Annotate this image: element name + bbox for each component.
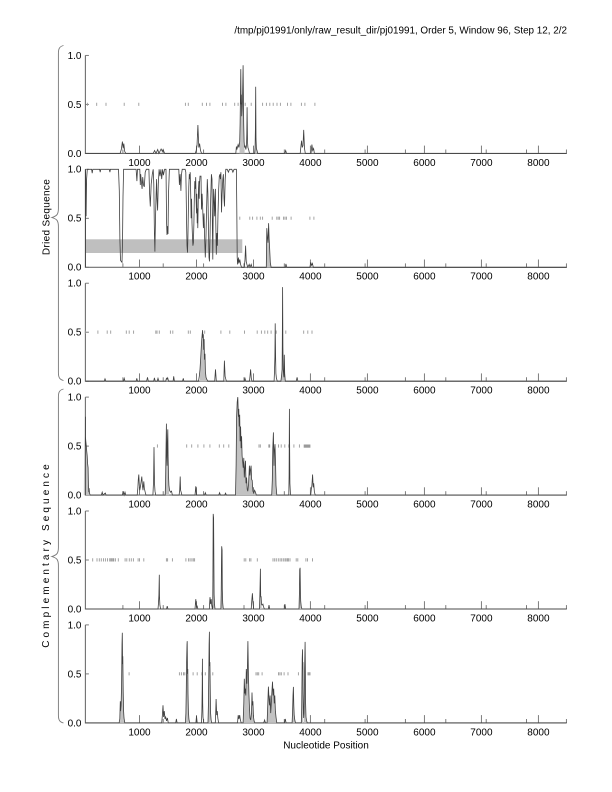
svg-text:7000: 7000 — [470, 386, 493, 397]
svg-text:1000: 1000 — [128, 613, 151, 624]
svg-text:8000: 8000 — [527, 272, 550, 283]
svg-text:4000: 4000 — [299, 386, 322, 397]
svg-text:1000: 1000 — [128, 158, 151, 169]
svg-text:1000: 1000 — [128, 386, 151, 397]
svg-text:8000: 8000 — [527, 158, 550, 169]
svg-text:5000: 5000 — [356, 272, 379, 283]
svg-text:/tmp/pj01991/only/raw_result_d: /tmp/pj01991/only/raw_result_dir/pj01991… — [234, 26, 567, 37]
svg-text:0.5: 0.5 — [68, 555, 82, 566]
svg-text:8000: 8000 — [527, 727, 550, 738]
svg-text:7000: 7000 — [470, 500, 493, 511]
svg-text:6000: 6000 — [413, 500, 436, 511]
svg-text:2000: 2000 — [185, 158, 208, 169]
svg-text:4000: 4000 — [299, 272, 322, 283]
svg-text:1000: 1000 — [128, 727, 151, 738]
svg-text:2000: 2000 — [185, 386, 208, 397]
svg-text:0.0: 0.0 — [68, 377, 82, 388]
svg-text:6000: 6000 — [413, 727, 436, 738]
svg-text:0.5: 0.5 — [68, 214, 82, 225]
svg-text:0.5: 0.5 — [68, 669, 82, 680]
svg-text:1.0: 1.0 — [68, 620, 82, 631]
svg-text:5000: 5000 — [356, 727, 379, 738]
svg-text:3000: 3000 — [242, 158, 265, 169]
svg-text:1.0: 1.0 — [68, 506, 82, 517]
svg-text:0.0: 0.0 — [68, 718, 82, 729]
svg-text:0.5: 0.5 — [68, 328, 82, 339]
svg-text:6000: 6000 — [413, 272, 436, 283]
svg-text:0.5: 0.5 — [68, 442, 82, 453]
svg-text:8000: 8000 — [527, 386, 550, 397]
svg-text:7000: 7000 — [470, 613, 493, 624]
svg-text:1000: 1000 — [128, 500, 151, 511]
svg-text:6000: 6000 — [413, 158, 436, 169]
svg-text:Nucleotide Position: Nucleotide Position — [283, 741, 369, 752]
svg-text:2000: 2000 — [185, 727, 208, 738]
svg-text:Complementary Sequence: Complementary Sequence — [41, 461, 52, 648]
svg-text:4000: 4000 — [299, 158, 322, 169]
svg-text:0.5: 0.5 — [68, 100, 82, 111]
svg-text:1.0: 1.0 — [68, 165, 82, 176]
svg-text:0.0: 0.0 — [68, 491, 82, 502]
svg-text:8000: 8000 — [527, 500, 550, 511]
svg-text:4000: 4000 — [299, 500, 322, 511]
svg-text:1000: 1000 — [128, 272, 151, 283]
svg-text:3000: 3000 — [242, 613, 265, 624]
svg-text:4000: 4000 — [299, 727, 322, 738]
svg-text:3000: 3000 — [242, 727, 265, 738]
svg-text:4000: 4000 — [299, 613, 322, 624]
svg-text:Dried Sequence: Dried Sequence — [42, 179, 53, 255]
svg-text:0.0: 0.0 — [68, 149, 82, 160]
svg-text:8000: 8000 — [527, 613, 550, 624]
svg-text:5000: 5000 — [356, 613, 379, 624]
svg-text:3000: 3000 — [242, 500, 265, 511]
svg-text:1.0: 1.0 — [68, 279, 82, 290]
svg-text:5000: 5000 — [356, 386, 379, 397]
svg-text:1.0: 1.0 — [68, 393, 82, 404]
svg-text:2000: 2000 — [185, 500, 208, 511]
svg-text:5000: 5000 — [356, 158, 379, 169]
svg-text:7000: 7000 — [470, 272, 493, 283]
svg-text:6000: 6000 — [413, 613, 436, 624]
svg-text:6000: 6000 — [413, 386, 436, 397]
svg-text:3000: 3000 — [242, 386, 265, 397]
svg-text:5000: 5000 — [356, 500, 379, 511]
svg-text:3000: 3000 — [242, 272, 265, 283]
svg-text:1.0: 1.0 — [68, 51, 82, 62]
svg-text:0.0: 0.0 — [68, 263, 82, 274]
svg-text:0.0: 0.0 — [68, 604, 82, 615]
svg-text:7000: 7000 — [470, 158, 493, 169]
svg-text:7000: 7000 — [470, 727, 493, 738]
svg-text:2000: 2000 — [185, 613, 208, 624]
svg-text:2000: 2000 — [185, 272, 208, 283]
